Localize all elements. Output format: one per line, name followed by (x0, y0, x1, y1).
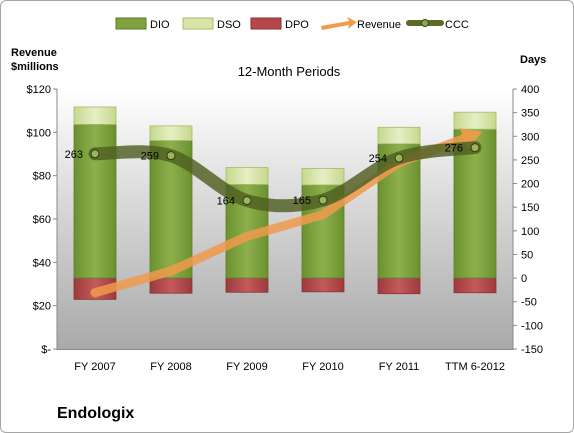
left-tick-label: $100 (27, 127, 51, 139)
dso-bar (301, 168, 345, 186)
legend-swatch-dio (115, 17, 147, 30)
ccc-point (394, 153, 404, 163)
ccc-point (166, 151, 176, 161)
revenue-arrowhead (459, 128, 483, 149)
left-tick-label: $60 (33, 214, 51, 226)
legend-label-dio: DIO (150, 19, 170, 31)
ccc-point (242, 196, 252, 206)
right-tick-labels: -150 -100 -50 0 50 100 150 200 250 300 350 400 (513, 84, 543, 356)
dpo-bar (225, 277, 269, 293)
category-label: FY 2009 (226, 361, 267, 373)
ccc-data-label: 263 (65, 149, 83, 161)
left-tick-label: $120 (27, 84, 51, 96)
right-tick-label: 350 (521, 108, 539, 120)
chart-subtitle: 12-Month Periods (238, 64, 341, 79)
right-tick-label: 0 (521, 273, 527, 285)
ccc-data-label: 254 (369, 153, 387, 165)
dso-bar (453, 111, 497, 130)
dso-bar (149, 125, 193, 141)
dso-bar (225, 167, 269, 185)
left-tick-labels: $- $20 $40 $60 $80 $100 $120 (27, 84, 57, 356)
legend-label-ccc: CCC (445, 19, 469, 31)
ccc-point (318, 195, 328, 205)
legend-label-dpo: DPO (285, 19, 309, 31)
ccc-data-label: 165 (293, 195, 311, 207)
legend: DIO DSO DPO Revenue CCC (115, 17, 469, 31)
left-axis-title-line2: $millions (11, 61, 59, 73)
left-tick-label: $- (41, 344, 51, 356)
right-tick-label: -150 (521, 344, 543, 356)
category-label: TTM 6-2012 (445, 361, 505, 373)
legend-swatch-revenue (321, 17, 357, 30)
right-axis-title: Days (520, 54, 546, 66)
right-tick-label: 150 (521, 202, 539, 214)
right-tick-label: 50 (521, 249, 533, 261)
ccc-data-label: 276 (445, 143, 463, 155)
dso-bar (377, 126, 421, 145)
legend-label-revenue: Revenue (357, 19, 401, 31)
left-tick-label: $40 (33, 257, 51, 269)
ccc-data-label: 259 (141, 151, 159, 163)
dpo-bar (377, 277, 421, 295)
right-tick-label: -50 (521, 297, 537, 309)
legend-swatch-dso (182, 17, 214, 30)
category-label: FY 2011 (379, 361, 420, 373)
category-label: FY 2007 (74, 361, 115, 373)
right-tick-label: 100 (521, 226, 539, 238)
right-tick-label: 200 (521, 179, 539, 191)
legend-label-dso: DSO (217, 19, 241, 31)
legend-swatch-dpo (250, 17, 282, 30)
right-tick-label: 400 (521, 84, 539, 96)
dpo-bar (453, 277, 497, 294)
ccc-point (470, 143, 480, 153)
ccc-data-label: 164 (217, 196, 235, 208)
plot-area (57, 89, 513, 349)
category-labels: FY 2007 FY 2008 FY 2009 FY 2010 FY 2011 TTM 6… (74, 361, 505, 373)
category-label: FY 2008 (150, 361, 191, 373)
legend-swatch-ccc-marker (421, 19, 429, 27)
right-tick-label: 250 (521, 155, 539, 167)
dpo-bar (149, 277, 193, 294)
company-name: Endologix (57, 405, 134, 422)
left-tick-label: $20 (33, 301, 51, 313)
dso-bar (73, 106, 117, 125)
category-label: FY 2010 (302, 361, 343, 373)
left-tick-label: $80 (33, 171, 51, 183)
left-axis-title-line1: Revenue (11, 47, 57, 59)
ccc-point (90, 149, 100, 159)
right-tick-label: 300 (521, 131, 539, 143)
ccc-line-group: 263 259 164 165 254 276 (65, 141, 482, 213)
ccc-line (88, 141, 482, 213)
right-tick-label: -100 (521, 320, 543, 332)
dpo-bar (301, 277, 345, 293)
